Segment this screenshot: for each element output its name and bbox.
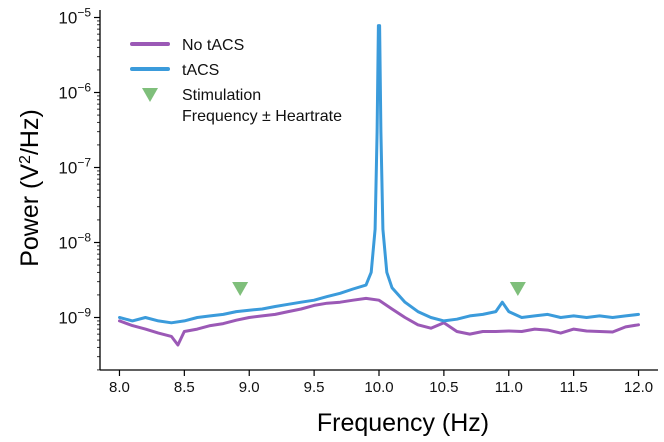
y-axis-title-prefix: Power ( xyxy=(16,180,44,267)
y-tick-label: 10−6 xyxy=(58,81,91,103)
x-tick-label: 10.0 xyxy=(364,379,393,396)
series-line-tacs xyxy=(118,24,640,325)
y-tick-label: 10−9 xyxy=(58,306,91,328)
y-axis-title-root: V xyxy=(16,164,44,181)
y-axis-title-suffix: /Hz) xyxy=(16,109,44,155)
x-tick-label: 8.0 xyxy=(109,379,130,396)
x-tick-label: 9.5 xyxy=(304,379,325,396)
legend-label: tACS xyxy=(182,62,219,79)
x-tick-label: 9.0 xyxy=(239,379,260,396)
legend-label-line2: Frequency ± Heartrate xyxy=(182,108,342,125)
y-tick-label: 10−5 xyxy=(58,6,91,28)
y-tick-label: 10−7 xyxy=(58,156,91,178)
x-tick-label: 11.5 xyxy=(560,379,588,396)
stimulation-marker xyxy=(509,281,526,296)
x-tick-label: 8.5 xyxy=(174,379,195,396)
stimulation-marker xyxy=(232,281,249,296)
legend: No tACS tACS Stimulation Frequency ± Heartr… xyxy=(130,37,342,125)
y-axis-title-sup: 2 xyxy=(17,155,34,164)
plot-area xyxy=(118,24,640,347)
series-line-no-tacs xyxy=(118,296,640,347)
x-tick-label: 10.5 xyxy=(429,379,458,396)
x-axis-title: Frequency (Hz) xyxy=(317,409,489,437)
x-tick-label: 11.0 xyxy=(495,379,523,396)
axes: 8.0 8.5 9.0 9.5 10.0 10.5 11.0 11.5 12.0 10−9 10−8… xyxy=(58,6,658,396)
y-tick-label: 10−8 xyxy=(58,231,91,253)
x-tick-label: 12.0 xyxy=(624,379,653,396)
legend-label: No tACS xyxy=(182,37,244,54)
legend-label: Stimulation xyxy=(182,87,261,104)
y-axis-title: Power (V2/Hz) xyxy=(16,109,44,267)
legend-marker xyxy=(142,88,158,102)
